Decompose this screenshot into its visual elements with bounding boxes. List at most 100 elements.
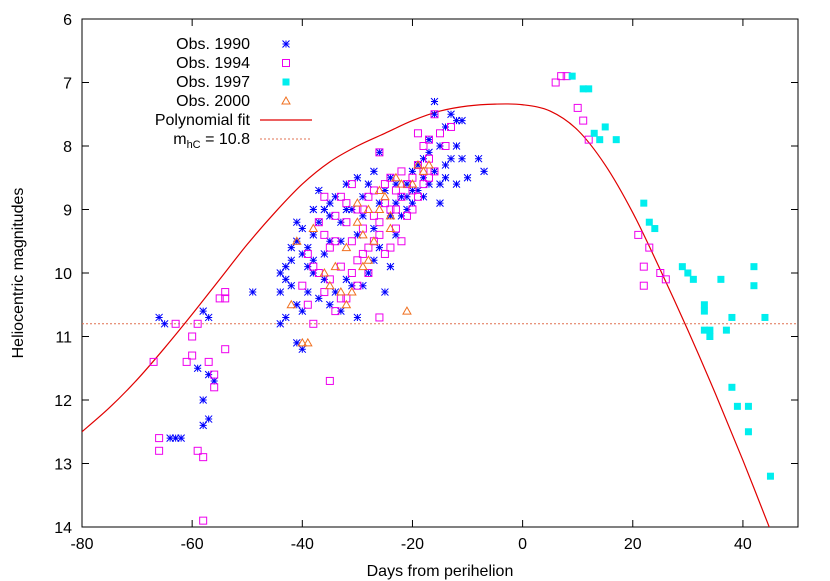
point-1990: [370, 256, 378, 265]
y-tick-label: 11: [55, 330, 72, 347]
point-1994: [303, 300, 312, 309]
point-1990: [210, 377, 219, 385]
point-1994: [375, 148, 384, 157]
point-1990: [353, 313, 362, 322]
point-2000: [319, 267, 330, 277]
point-1990: [314, 186, 323, 195]
point-1994: [149, 357, 158, 366]
point-2000: [286, 299, 297, 309]
point-2000: [385, 223, 396, 233]
point-1997: [640, 199, 648, 207]
point-1994: [309, 262, 318, 271]
point-1990: [370, 224, 378, 233]
point-2000: [418, 166, 429, 175]
legend-item: Obs. 2000: [176, 93, 291, 110]
point-1994: [303, 249, 312, 258]
point-1997: [684, 269, 692, 277]
point-2000: [297, 337, 308, 347]
point-1994: [375, 313, 384, 322]
point-1994: [331, 211, 340, 220]
point-1997: [700, 307, 708, 315]
point-2000: [363, 204, 374, 213]
legend-item: Obs. 1997: [176, 74, 290, 91]
point-1990: [309, 256, 318, 265]
point-1990: [436, 180, 444, 188]
point-1997: [750, 263, 758, 271]
point-1994: [182, 357, 191, 366]
point-1990: [160, 319, 169, 328]
point-2000: [413, 160, 423, 169]
point-1994: [639, 281, 648, 290]
point-1997: [678, 263, 686, 271]
point-1990: [314, 218, 323, 227]
point-1990: [403, 192, 411, 201]
legend-label-main: m: [173, 131, 186, 148]
point-2000: [391, 172, 401, 182]
point-1994: [155, 446, 164, 455]
point-1994: [557, 72, 566, 81]
point-1990: [480, 167, 488, 176]
point-1994: [199, 516, 208, 525]
point-1994: [298, 281, 307, 290]
point-1990: [408, 186, 417, 195]
point-1990: [441, 161, 450, 169]
point-1990: [171, 434, 180, 442]
point-1994: [210, 370, 219, 379]
point-1990: [452, 180, 461, 188]
legend-label: Obs. 1994: [176, 55, 250, 72]
point-1994: [573, 103, 582, 112]
point-1997: [728, 383, 736, 391]
point-1997: [596, 136, 604, 144]
point-1990: [458, 154, 466, 163]
point-1994: [408, 173, 417, 182]
series-2000: [286, 160, 434, 347]
point-1990: [441, 173, 450, 182]
point-1990: [452, 116, 461, 125]
point-1997: [612, 136, 620, 144]
point-1994: [342, 294, 351, 303]
point-1990: [166, 434, 174, 442]
point-1997: [761, 313, 769, 321]
point-1997: [590, 129, 598, 137]
point-1997: [706, 333, 714, 340]
point-1990: [381, 186, 389, 195]
point-1990: [425, 148, 433, 157]
point-1990: [325, 199, 334, 208]
y-tick-label: 13: [54, 457, 72, 474]
point-1994: [364, 243, 373, 252]
point-2000: [385, 210, 396, 220]
point-1994: [320, 192, 329, 201]
point-1994: [188, 351, 197, 360]
point-1994: [193, 319, 202, 328]
point-2000: [407, 179, 418, 188]
point-1990: [419, 154, 428, 163]
point-1990: [309, 269, 318, 277]
point-1990: [447, 154, 455, 163]
point-1994: [347, 237, 356, 246]
point-1990: [292, 300, 301, 309]
point-1990: [337, 237, 345, 246]
legend-label: Polynomial fit: [155, 112, 251, 129]
point-1990: [325, 211, 334, 220]
point-1994: [413, 129, 422, 138]
point-1994: [369, 211, 378, 220]
point-2000: [308, 223, 319, 233]
point-1994: [402, 211, 411, 220]
point-1990: [303, 288, 312, 296]
legend-swatch: [281, 95, 291, 105]
point-1994: [441, 142, 450, 150]
point-1990: [303, 262, 312, 271]
point-1994: [413, 192, 422, 201]
point-1990: [348, 205, 356, 214]
point-1990: [359, 192, 367, 201]
point-1994: [342, 199, 351, 208]
point-1994: [386, 243, 395, 252]
point-2000: [302, 337, 313, 347]
point-1990: [342, 180, 351, 188]
point-1990: [309, 231, 318, 239]
point-1994: [342, 218, 351, 227]
point-1990: [353, 173, 362, 182]
point-2000: [291, 236, 302, 245]
point-1994: [424, 154, 433, 163]
